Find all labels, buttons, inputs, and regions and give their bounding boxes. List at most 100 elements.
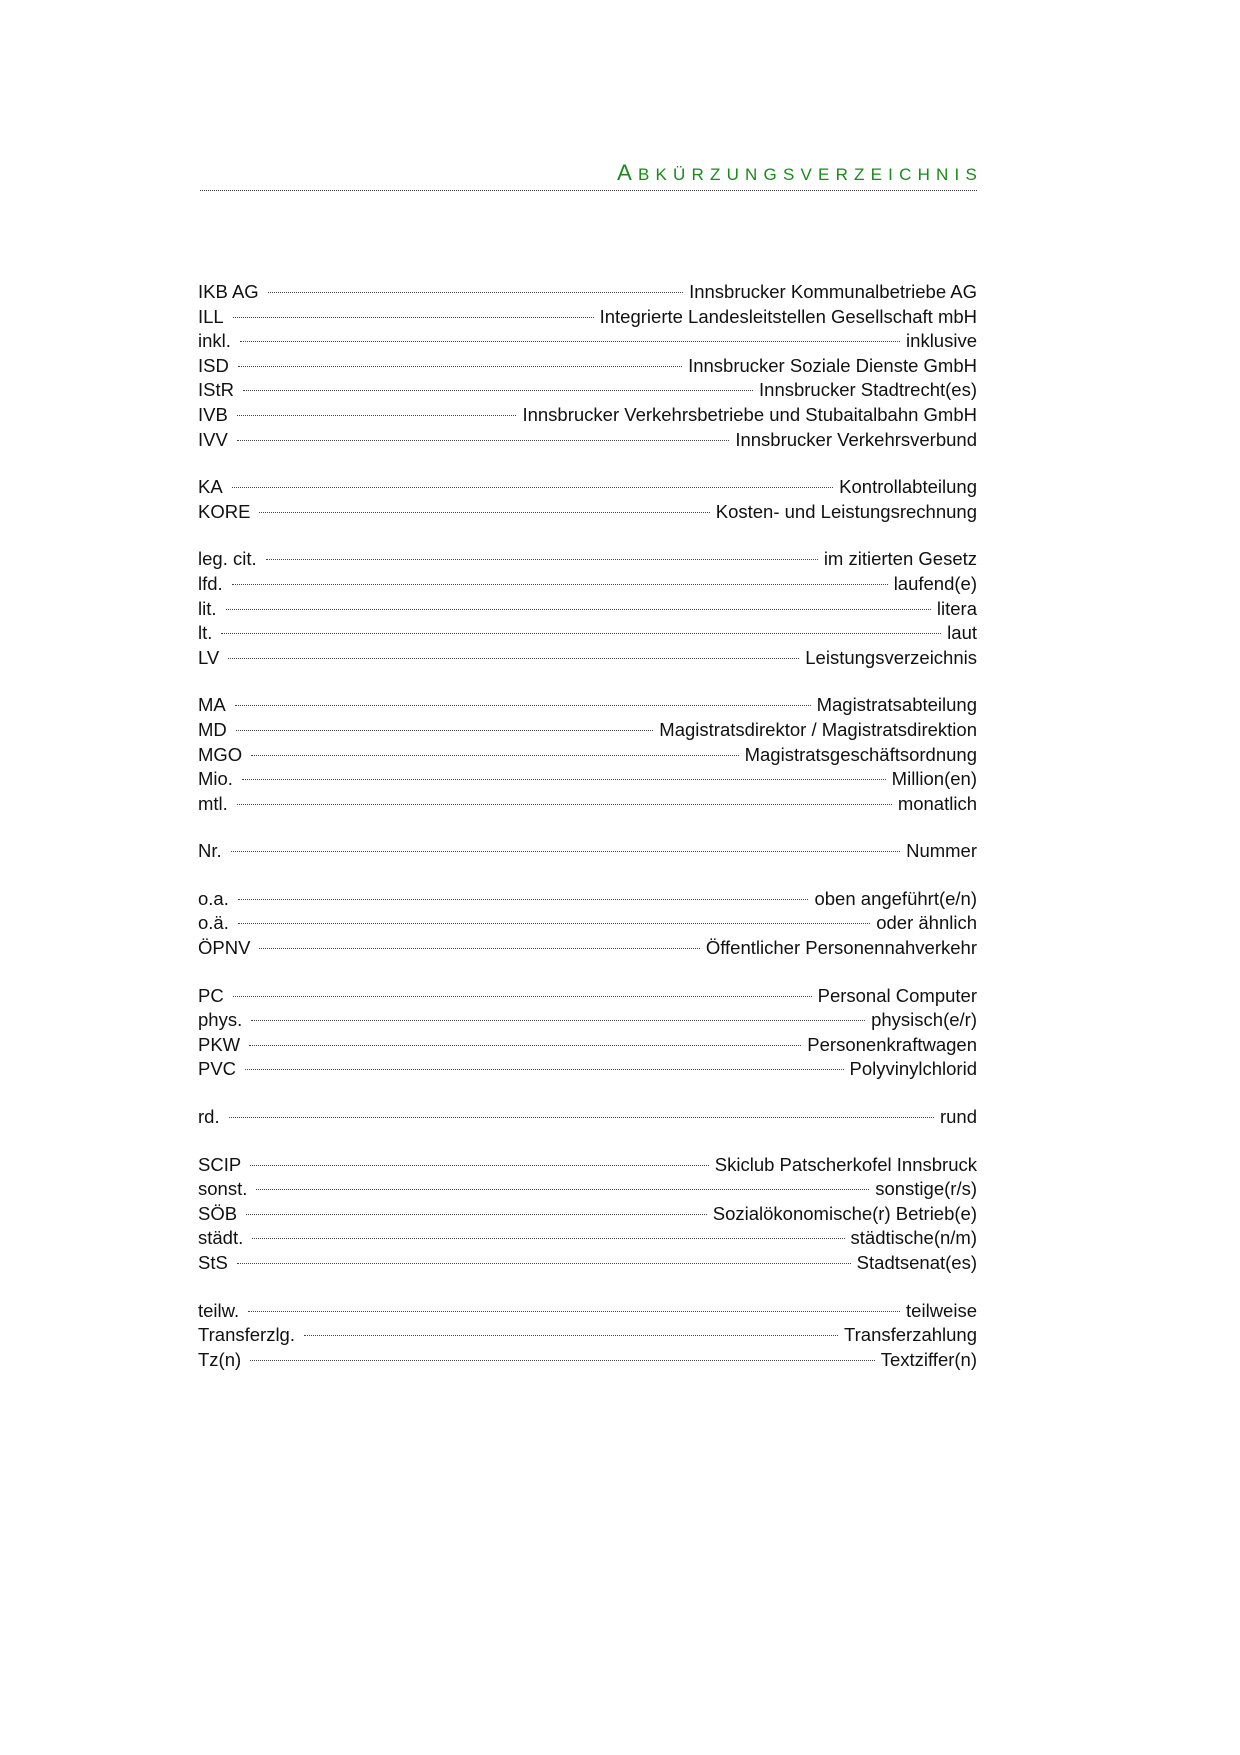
list-item: IKB AG Innsbrucker Kommunalbetriebe AG bbox=[198, 280, 977, 305]
definition: Kontrollabteilung bbox=[839, 476, 977, 498]
definition: physisch(e/r) bbox=[871, 1009, 977, 1031]
dot-leader bbox=[303, 1335, 838, 1337]
abbreviation-group: o.a. oben angeführt(e/n) o.ä. oder ähnlich Ö… bbox=[198, 887, 977, 961]
definition: Innsbrucker Soziale Dienste GmbH bbox=[688, 354, 977, 376]
list-item: phys. physisch(e/r) bbox=[198, 1008, 977, 1033]
dot-leader bbox=[237, 923, 871, 925]
dot-leader bbox=[267, 292, 684, 293]
abbreviation-group: SCIP Skiclub Patscherkofel Innsbruck sonst… bbox=[198, 1153, 977, 1276]
abbreviation: lt. bbox=[198, 622, 213, 644]
definition: laut bbox=[947, 622, 977, 644]
dot-leader bbox=[251, 1020, 866, 1022]
list-item: lit. litera bbox=[198, 597, 977, 622]
abbreviation: rd. bbox=[198, 1106, 220, 1128]
list-item: ÖPNV Öffentlicher Personennahverkehr bbox=[198, 936, 977, 961]
abbreviation-group: MA Magistratsabteilung MD Magistratsdirekto… bbox=[198, 693, 977, 816]
definition: Transferzahlung bbox=[844, 1324, 977, 1346]
dot-leader bbox=[237, 898, 809, 900]
abbreviation: teilw. bbox=[198, 1299, 240, 1321]
definition: Million(en) bbox=[891, 768, 977, 790]
definition: Innsbrucker Verkehrsverbund bbox=[735, 428, 977, 450]
list-item: KORE Kosten- und Leistungsrechnung bbox=[198, 500, 977, 525]
list-item: inkl. inklusive bbox=[198, 329, 977, 354]
list-item: PC Personal Computer bbox=[198, 984, 977, 1009]
dot-leader bbox=[242, 390, 754, 392]
dot-leader bbox=[235, 729, 654, 731]
definition: Textziffer(n) bbox=[880, 1348, 977, 1370]
abbreviation: ISD bbox=[198, 354, 229, 376]
dot-leader bbox=[221, 633, 942, 635]
abbreviation: MA bbox=[198, 694, 226, 716]
list-item: ISD Innsbrucker Soziale Dienste GmbH bbox=[198, 354, 977, 379]
list-item: Tz(n) Textziffer(n) bbox=[198, 1348, 977, 1373]
list-item: lfd. laufend(e) bbox=[198, 572, 977, 597]
dot-leader bbox=[250, 1164, 709, 1166]
definition: Polyvinylchlorid bbox=[849, 1058, 978, 1080]
abbreviation: LV bbox=[198, 646, 220, 668]
abbreviation-group: rd. rund bbox=[198, 1105, 977, 1130]
abbreviation: lfd. bbox=[198, 572, 223, 594]
abbreviation: SCIP bbox=[198, 1153, 242, 1175]
definition: Magistratsabteilung bbox=[816, 694, 977, 716]
abbreviation: o.ä. bbox=[198, 912, 229, 934]
abbreviation: ILL bbox=[198, 305, 224, 327]
dot-leader bbox=[245, 1069, 844, 1071]
definition: sonstige(r/s) bbox=[875, 1178, 977, 1200]
abbreviation: Tz(n) bbox=[198, 1348, 242, 1370]
list-item: o.ä. oder ähnlich bbox=[198, 911, 977, 936]
abbreviation: mtl. bbox=[198, 792, 228, 814]
list-item: lt. laut bbox=[198, 621, 977, 646]
abbreviation: Mio. bbox=[198, 768, 233, 790]
list-item: Transferzlg. Transferzahlung bbox=[198, 1323, 977, 1348]
list-item: SÖB Sozialökonomische(r) Betrieb(e) bbox=[198, 1202, 977, 1227]
dot-leader bbox=[232, 316, 594, 318]
list-item: MGO Magistratsgeschäftsordnung bbox=[198, 743, 977, 768]
abbreviation-group: IKB AG Innsbrucker Kommunalbetriebe AG ILL… bbox=[198, 280, 977, 452]
abbreviation: IKB AG bbox=[198, 281, 259, 302]
dot-leader bbox=[236, 803, 892, 805]
abbreviation: phys. bbox=[198, 1009, 243, 1031]
abbreviation: KA bbox=[198, 476, 223, 498]
abbreviation: Nr. bbox=[198, 840, 222, 862]
list-item: Nr. Nummer bbox=[198, 839, 977, 864]
abbreviation: IVV bbox=[198, 428, 228, 450]
list-item: teilw. teilweise bbox=[198, 1299, 977, 1324]
list-item: sonst. sonstige(r/s) bbox=[198, 1177, 977, 1202]
abbreviation: MD bbox=[198, 718, 227, 740]
definition: monatlich bbox=[897, 792, 977, 814]
definition: Personal Computer bbox=[817, 984, 977, 1006]
dot-leader bbox=[234, 705, 811, 707]
dot-leader bbox=[249, 1044, 802, 1046]
definition: Magistratsgeschäftsordnung bbox=[744, 743, 977, 765]
definition: Innsbrucker Kommunalbetriebe AG bbox=[689, 281, 977, 302]
abbreviation-group: Nr. Nummer bbox=[198, 839, 977, 864]
list-item: ILL Integrierte Landesleitstellen Gesells… bbox=[198, 305, 977, 330]
dot-leader bbox=[265, 559, 818, 561]
dot-leader bbox=[239, 341, 901, 343]
abbreviation-group: leg. cit. im zitierten Gesetz lfd. laufend(… bbox=[198, 547, 977, 670]
list-item: IVB Innsbrucker Verkehrsbetriebe und Stub… bbox=[198, 403, 977, 428]
abbreviation: sonst. bbox=[198, 1178, 248, 1200]
list-item: KA Kontrollabteilung bbox=[198, 475, 977, 500]
abbreviation-group: teilw. teilweise Transferzlg. Transferzahlu… bbox=[198, 1299, 977, 1373]
header-divider bbox=[200, 190, 977, 191]
definition: Innsbrucker Verkehrsbetriebe und Stubait… bbox=[522, 403, 977, 425]
abbreviation: StS bbox=[198, 1252, 228, 1273]
list-item: IStR Innsbrucker Stadtrecht(es) bbox=[198, 378, 977, 403]
dot-leader bbox=[241, 779, 886, 781]
list-item: mtl. monatlich bbox=[198, 792, 977, 817]
definition: Magistratsdirektor / Magistratsdirektion bbox=[659, 718, 977, 740]
list-item: o.a. oben angeführt(e/n) bbox=[198, 887, 977, 912]
dot-leader bbox=[236, 439, 730, 441]
dot-leader bbox=[228, 657, 800, 659]
list-item: PKW Personenkraftwagen bbox=[198, 1033, 977, 1058]
definition: rund bbox=[939, 1106, 977, 1128]
abbreviation: Transferzlg. bbox=[198, 1324, 295, 1346]
abbreviation: o.a. bbox=[198, 887, 229, 909]
definition: Integrierte Landesleitstellen Gesellscha… bbox=[599, 305, 977, 327]
abbreviation-group: PC Personal Computer phys. physisch(e/r) PKW… bbox=[198, 984, 977, 1082]
definition: Personenkraftwagen bbox=[807, 1033, 977, 1055]
dot-leader bbox=[246, 1213, 707, 1215]
dot-leader bbox=[259, 948, 700, 950]
definition: Öffentlicher Personennahverkehr bbox=[705, 937, 977, 959]
